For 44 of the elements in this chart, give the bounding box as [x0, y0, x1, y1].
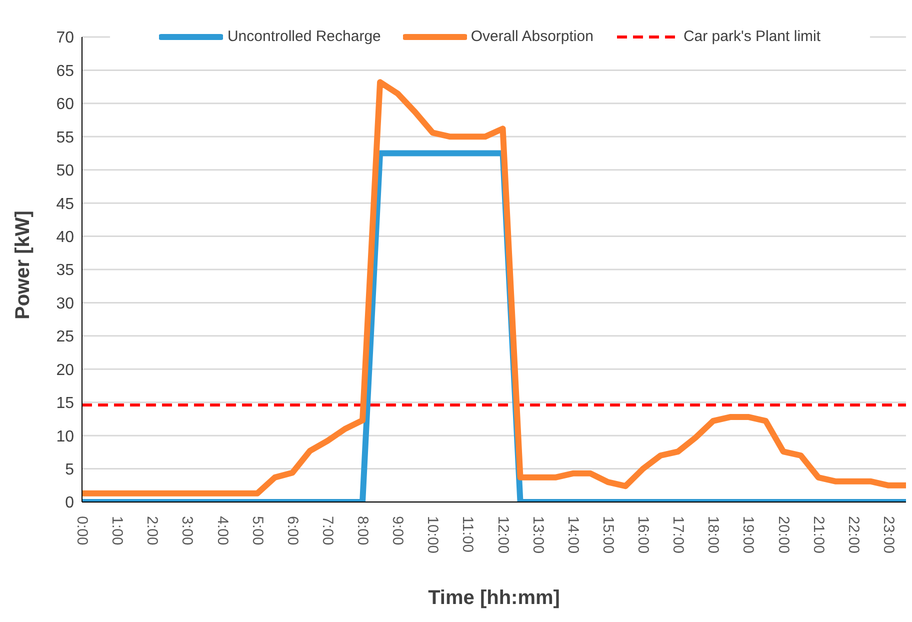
x-tick-label: 21:00 — [810, 516, 827, 554]
x-tick-label: 9:00 — [389, 516, 406, 546]
x-tick-label: 17:00 — [670, 516, 687, 554]
y-axis-title: Power [kW] — [12, 210, 34, 320]
x-tick-label: 6:00 — [284, 516, 301, 546]
y-tick-label: 50 — [56, 162, 74, 180]
x-tick-label: 19:00 — [740, 516, 757, 554]
y-tick-label: 0 — [65, 494, 74, 512]
x-tick-label: 23:00 — [880, 516, 897, 554]
x-tick-label: 16:00 — [634, 516, 652, 554]
y-tick-label: 70 — [56, 30, 74, 47]
y-tick-label: 40 — [56, 228, 74, 246]
x-tick-label: 10:00 — [424, 516, 442, 554]
y-tick-label: 20 — [56, 362, 74, 379]
x-tick-label: 0:00 — [74, 516, 90, 546]
y-tick-label: 60 — [56, 96, 74, 114]
legend-label: Car park's Plant limit — [682, 28, 821, 45]
y-tick-label: 35 — [56, 262, 74, 280]
y-tick-label: 55 — [56, 129, 74, 146]
x-tick-label: 14:00 — [564, 516, 582, 554]
x-tick-label: 11:00 — [459, 516, 476, 552]
x-tick-label: 13:00 — [529, 516, 546, 554]
x-tick-label: 18:00 — [704, 516, 722, 554]
y-tick-label: 10 — [56, 428, 74, 446]
y-tick-label: 65 — [56, 62, 74, 80]
legend-label: Overall Absorption — [470, 28, 594, 45]
x-tick-label: 1:00 — [108, 516, 126, 546]
x-tick-label: 22:00 — [844, 516, 862, 554]
x-tick-label: 12:00 — [494, 516, 512, 554]
x-tick-label: 15:00 — [599, 516, 616, 554]
x-tick-label: 5:00 — [248, 516, 266, 546]
x-tick-label: 20:00 — [774, 516, 792, 554]
x-axis-title: Time [hh:mm] — [428, 587, 560, 609]
x-tick-label: 2:00 — [144, 516, 161, 546]
y-tick-label: 15 — [56, 395, 74, 412]
x-tick-label: 3:00 — [178, 516, 196, 546]
x-tick-label: 7:00 — [318, 516, 336, 546]
y-tick-label: 5 — [65, 461, 74, 478]
y-tick-label: 25 — [56, 328, 74, 346]
x-tick-label: 8:00 — [354, 516, 372, 546]
y-tick-label: 45 — [56, 196, 74, 213]
x-tick-label: 4:00 — [214, 516, 231, 546]
y-tick-label: 30 — [56, 295, 74, 312]
legend-label: Uncontrolled Recharge — [226, 28, 381, 45]
